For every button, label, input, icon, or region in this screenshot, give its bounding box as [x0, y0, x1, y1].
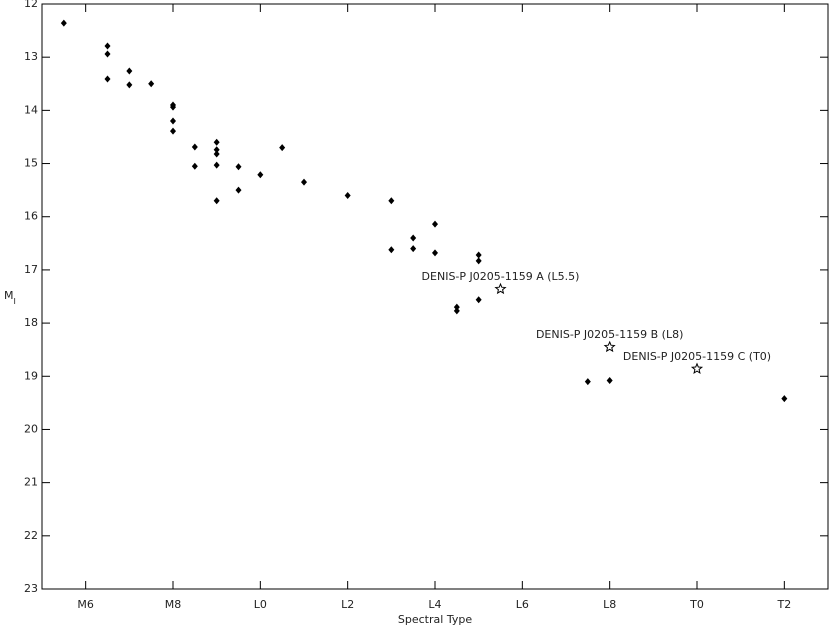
y-axis-label: MI: [4, 289, 16, 306]
point-label: DENIS-P J0205-1159 C (T0): [623, 350, 771, 363]
diamond-point: [170, 117, 176, 125]
x-tick-label: T2: [776, 598, 791, 611]
diamond-point: [781, 395, 788, 403]
x-tick-label: L0: [254, 598, 267, 611]
diamond-point: [432, 249, 438, 257]
plot-frame: [41, 3, 829, 590]
x-tick-label: L2: [341, 598, 354, 611]
diamond-point: [191, 143, 198, 151]
diamond-point: [213, 161, 220, 169]
point-label: DENIS-P J0205-1159 A (L5.5): [422, 270, 580, 283]
x-tick-label: L6: [516, 598, 529, 611]
diamond-point: [213, 150, 220, 158]
y-tick-label: 16: [24, 210, 38, 223]
y-tick-label: 23: [24, 582, 38, 595]
diamond-point: [279, 144, 286, 152]
y-tick-label: 12: [24, 0, 38, 10]
diamond-point: [475, 257, 482, 265]
star-point: [494, 282, 507, 295]
diamond-point: [191, 162, 198, 170]
star-point: [603, 340, 616, 353]
diamond-point: [301, 178, 307, 186]
diamond-point: [475, 251, 482, 259]
point-label: DENIS-P J0205-1159 B (L8): [536, 328, 683, 341]
y-tick-label: 17: [24, 263, 38, 276]
diamond-point: [606, 377, 613, 385]
diamond-point: [257, 171, 264, 179]
diamond-point: [453, 303, 460, 311]
diamond-point: [104, 75, 111, 83]
diamond-point: [388, 197, 395, 205]
diamond-point: [344, 191, 351, 199]
y-tick-label: 19: [24, 369, 38, 382]
diamond-point: [104, 50, 111, 58]
diamond-point: [584, 378, 591, 386]
y-tick-label: 18: [24, 316, 38, 329]
diamond-point: [170, 103, 176, 111]
y-tick-label: 15: [24, 157, 38, 170]
x-tick-label: L8: [603, 598, 616, 611]
diamond-point: [104, 42, 111, 50]
diamond-point: [410, 245, 417, 253]
x-tick-label: M8: [165, 598, 182, 611]
diamond-point: [475, 296, 482, 304]
diamond-point: [170, 127, 176, 135]
diamond-point: [213, 138, 220, 146]
y-tick-label: 14: [24, 103, 38, 116]
diamond-point: [410, 234, 417, 242]
diamond-point: [60, 19, 67, 27]
diamond-point: [213, 146, 220, 154]
x-axis-label: Spectral Type: [398, 613, 472, 626]
star-point: [690, 362, 704, 374]
diamond-point: [388, 246, 395, 254]
x-tick-label: L4: [428, 598, 441, 611]
y-tick-label: 21: [24, 476, 38, 489]
y-tick-label: 13: [24, 50, 38, 63]
diamond-point: [126, 81, 133, 89]
x-tick-label: M6: [77, 598, 94, 611]
diamond-point: [453, 307, 460, 315]
x-tick-label: T0: [689, 598, 704, 611]
diamond-point: [213, 197, 220, 205]
diamond-point: [148, 80, 155, 88]
diamond-point: [235, 163, 242, 171]
diamond-point: [432, 220, 438, 228]
diamond-point: [235, 186, 242, 194]
diamond-point: [126, 67, 133, 75]
y-axis-label-sub: I: [14, 297, 16, 306]
y-tick-label: 22: [24, 529, 38, 542]
y-axis-label-main: M: [4, 289, 14, 302]
y-tick-label: 20: [24, 422, 38, 435]
